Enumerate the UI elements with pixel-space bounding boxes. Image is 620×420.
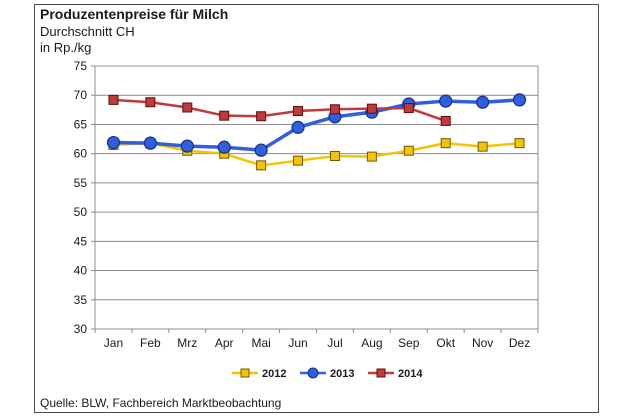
- y-tick-label: 75: [74, 59, 88, 73]
- data-point-2013: [143, 136, 157, 150]
- data-point-2013: [180, 139, 194, 153]
- data-point-2014: [293, 106, 304, 117]
- data-point-2014: [366, 103, 377, 114]
- y-tick-label: 35: [74, 293, 88, 307]
- legend-label-2014: 2014: [398, 368, 423, 380]
- x-tick-label: Mrz: [177, 336, 197, 350]
- legend-marker-2014: [376, 368, 386, 378]
- data-point-2012: [440, 138, 451, 149]
- data-point-2012: [329, 151, 340, 162]
- data-point-2013: [512, 93, 527, 107]
- series-line-2013: [113, 98, 520, 152]
- y-tick-label: 40: [74, 264, 88, 278]
- data-point-2013: [217, 140, 231, 154]
- x-tick-label: Aug: [361, 336, 382, 350]
- y-tick-label: 50: [74, 205, 88, 219]
- x-tick-label: Feb: [140, 336, 161, 350]
- data-point-2014: [145, 97, 156, 108]
- chart-subtitle: Durchschnitt CH: [40, 24, 135, 39]
- y-tick-label: 30: [74, 322, 88, 336]
- x-tick-label: Dez: [509, 336, 530, 350]
- data-point-2012: [514, 138, 525, 149]
- y-tick-label: 60: [74, 147, 88, 161]
- data-point-2012: [403, 145, 414, 156]
- plot-area: [94, 65, 539, 330]
- data-point-2013: [291, 120, 305, 134]
- x-tick-label: Sep: [398, 336, 420, 350]
- data-point-2013: [476, 95, 490, 109]
- y-tick-label: 70: [74, 88, 88, 102]
- x-tick-label: Okt: [436, 336, 455, 350]
- data-point-2014: [329, 104, 340, 115]
- chart-frame: [34, 4, 599, 413]
- legend-label-2012: 2012: [262, 368, 286, 380]
- x-tick-label: Nov: [472, 336, 493, 350]
- data-point-2012: [477, 141, 488, 152]
- data-point-2012: [366, 151, 377, 162]
- x-tick-label: Jun: [288, 336, 307, 350]
- data-point-2013: [439, 94, 453, 108]
- x-tick-label: Mai: [251, 336, 270, 350]
- data-point-2014: [440, 115, 451, 126]
- data-point-2014: [256, 111, 267, 122]
- series-line-2012: [113, 141, 520, 167]
- x-tick-label: Apr: [215, 336, 234, 350]
- y-axis-label: in Rp./kg: [40, 40, 92, 55]
- chart-title: Produzentenpreise für Milch: [40, 6, 229, 22]
- x-tick-label: Jan: [104, 336, 123, 350]
- series-line-2014: [113, 98, 447, 123]
- data-point-2014: [219, 110, 230, 121]
- y-tick-label: 65: [74, 117, 88, 131]
- y-tick-label: 55: [74, 176, 88, 190]
- data-point-2014: [108, 94, 119, 105]
- y-tick-label: 45: [74, 234, 88, 248]
- data-point-2013: [106, 135, 121, 150]
- legend-marker-2013: [307, 367, 319, 379]
- legend-label-2013: 2013: [330, 368, 354, 380]
- source-note: Quelle: BLW, Fachbereich Marktbeobachtun…: [40, 396, 282, 410]
- legend-marker-2012: [240, 368, 250, 378]
- data-point-2014: [182, 102, 193, 113]
- data-point-2013: [254, 143, 268, 157]
- data-point-2012: [256, 160, 267, 171]
- data-point-2012: [293, 155, 304, 166]
- data-point-2014: [403, 103, 414, 114]
- x-tick-label: Jul: [327, 336, 342, 350]
